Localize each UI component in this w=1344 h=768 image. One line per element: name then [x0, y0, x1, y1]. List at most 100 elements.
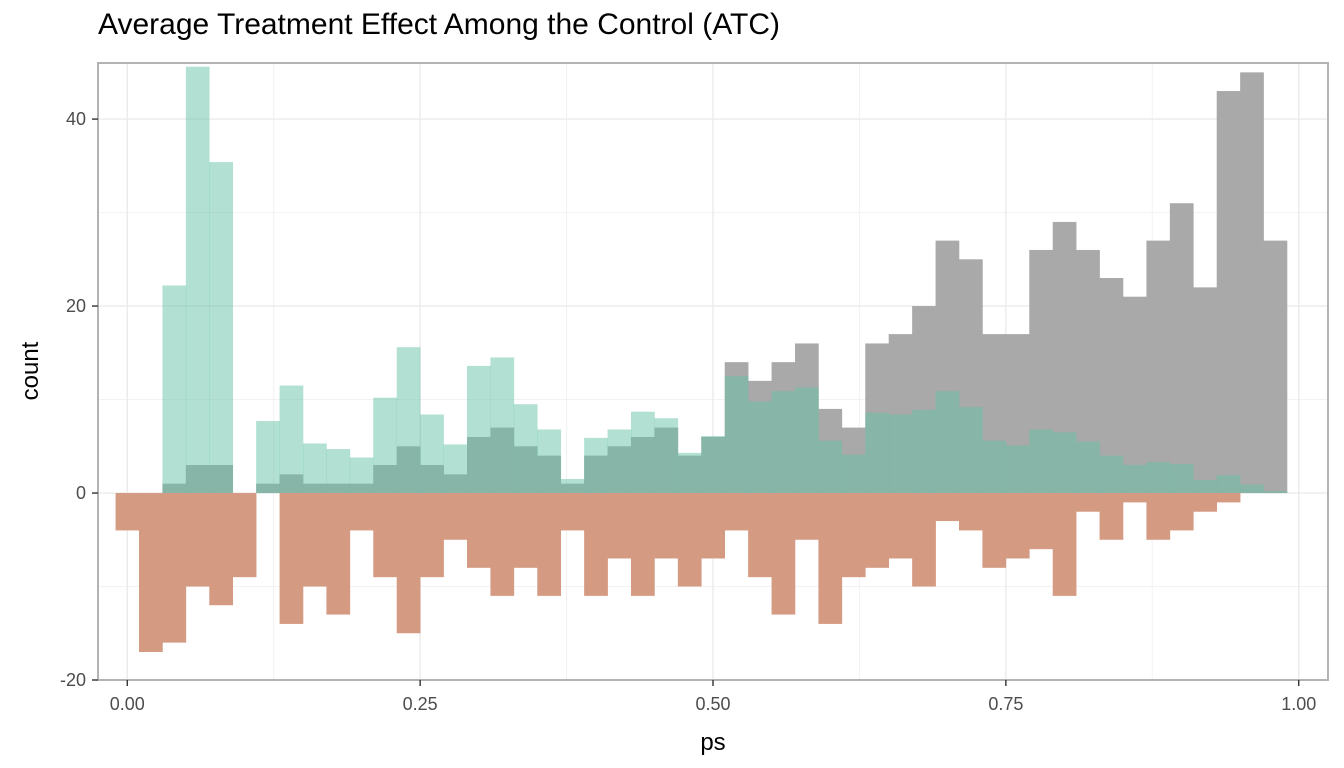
bar-series-3 [748, 493, 772, 578]
bar-series-2 [467, 365, 491, 494]
bar-series-3 [795, 493, 819, 540]
bar-series-3 [701, 493, 726, 559]
bar-series-3 [1029, 493, 1054, 550]
bar-series-3 [139, 493, 163, 652]
bar-series-3 [303, 493, 327, 587]
y-tick-label: -20 [60, 670, 86, 690]
bar-series-3 [560, 493, 585, 531]
bar-series-2 [959, 407, 983, 494]
bar-series-3 [888, 493, 913, 559]
bar-series-3 [115, 493, 140, 531]
bar-series-3 [420, 493, 444, 578]
bar-series-3 [677, 493, 702, 587]
bar-series-3 [373, 493, 398, 578]
bar-series-2 [607, 429, 632, 494]
x-tick-label: 0.50 [695, 694, 730, 714]
bar-series-2 [1169, 464, 1194, 494]
bar-series-2 [771, 391, 796, 494]
x-tick-label: 0.25 [403, 694, 438, 714]
bar-series-1 [1263, 240, 1288, 494]
bar-series-3 [513, 493, 538, 568]
bar-series-2 [1216, 475, 1241, 494]
bar-series-3 [349, 493, 374, 531]
bar-series-2 [724, 376, 749, 494]
bar-series-3 [654, 493, 679, 559]
bar-series-3 [443, 493, 468, 540]
bar-series-2 [1123, 464, 1147, 494]
bar-series-3 [935, 493, 960, 522]
bar-series-3 [865, 493, 890, 568]
bar-series-2 [326, 449, 351, 494]
bar-series-2 [537, 429, 562, 494]
bar-series-2 [748, 401, 772, 494]
bar-series-2 [701, 436, 726, 494]
y-tick-label: 0 [76, 483, 86, 503]
bar-series-2 [818, 440, 843, 494]
bar-series-2 [1076, 441, 1100, 494]
bar-series-3 [1076, 493, 1100, 512]
bar-series-3 [771, 493, 796, 615]
bar-series-3 [162, 493, 187, 643]
bar-series-1 [1216, 91, 1241, 494]
bar-series-3 [1146, 493, 1171, 540]
bar-series-3 [1216, 493, 1241, 503]
bar-series-3 [209, 493, 234, 606]
bar-series-2 [560, 479, 585, 494]
bar-series-2 [420, 414, 444, 494]
bar-series-3 [631, 493, 655, 596]
bar-series-2 [1029, 429, 1054, 494]
bar-series-2 [654, 418, 679, 494]
x-tick-label: 1.00 [1281, 694, 1316, 714]
y-tick-label: 40 [66, 109, 86, 129]
bar-series-3 [537, 493, 562, 596]
bar-series-1 [1052, 221, 1077, 494]
x-axis-title: ps [700, 729, 725, 756]
bar-series-3 [982, 493, 1007, 568]
bar-series-2 [162, 285, 187, 494]
bar-series-2 [1052, 432, 1077, 494]
bar-series-2 [795, 387, 819, 494]
bar-series-3 [1052, 493, 1077, 596]
bar-series-1 [1240, 72, 1264, 494]
axis-ticks: 0.00 0.25 0.50 0.75 1.00 -20 0 20 40 [60, 109, 1316, 714]
bar-series-2 [631, 411, 655, 494]
bar-series-3 [467, 493, 491, 568]
bar-series-2 [841, 454, 866, 494]
bar-series-3 [724, 493, 749, 531]
bar-series-3 [818, 493, 843, 624]
bar-series-2 [396, 347, 421, 494]
bar-series-3 [1123, 493, 1147, 503]
bar-series-3 [1169, 493, 1194, 531]
bar-series-3 [959, 493, 983, 531]
histogram-bars [115, 66, 1288, 652]
bar-series-3 [912, 493, 936, 587]
bar-series-2 [888, 414, 913, 494]
bar-series-3 [185, 493, 210, 587]
bar-series-2 [584, 437, 608, 494]
bar-series-3 [232, 493, 257, 578]
bar-series-3 [1099, 493, 1124, 540]
bar-series-2 [677, 452, 702, 494]
chart-title: Average Treatment Effect Among the Contr… [98, 8, 780, 41]
bar-series-3 [326, 493, 351, 615]
bar-series-2 [279, 385, 304, 494]
bar-series-3 [279, 493, 304, 624]
bar-series-1 [1169, 203, 1194, 494]
bar-series-2 [982, 440, 1007, 494]
bar-series-2 [912, 409, 936, 494]
bar-series-1 [1123, 296, 1147, 494]
x-tick-label: 0.00 [110, 694, 145, 714]
bar-series-1 [1146, 240, 1171, 494]
bar-series-3 [584, 493, 608, 596]
bar-series-1 [1193, 287, 1218, 494]
bar-series-3 [841, 493, 866, 578]
bar-series-2 [1263, 491, 1288, 494]
bar-series-2 [865, 412, 890, 494]
bar-series-2 [373, 397, 398, 494]
bar-series-2 [185, 66, 210, 494]
bar-series-2 [1193, 479, 1218, 494]
bar-series-2 [256, 421, 280, 494]
bar-series-3 [607, 493, 632, 559]
y-axis-title: count [17, 341, 44, 400]
